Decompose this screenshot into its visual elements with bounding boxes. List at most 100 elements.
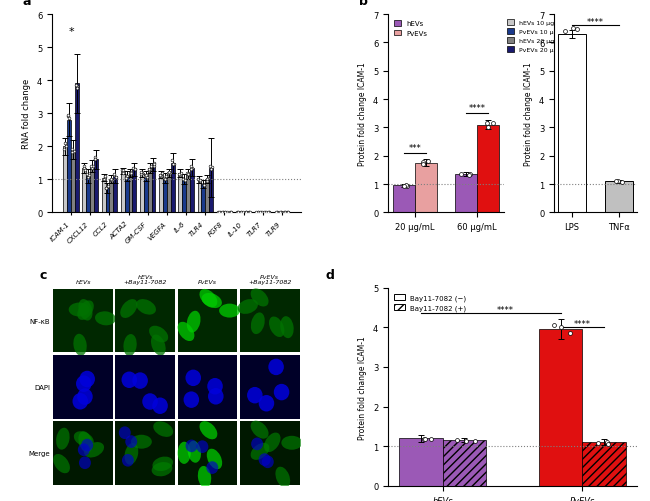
Point	[253, 208, 263, 216]
Bar	[178, 173, 182, 213]
Point	[121, 174, 131, 182]
Point	[186, 166, 196, 174]
Ellipse shape	[131, 435, 152, 449]
Bar	[240, 290, 300, 353]
Point	[463, 171, 474, 179]
Bar	[205, 180, 209, 213]
Bar	[167, 173, 171, 213]
Point	[400, 181, 411, 189]
Point	[236, 208, 246, 216]
Point	[484, 124, 494, 132]
Circle shape	[122, 372, 137, 388]
Point	[593, 439, 603, 447]
Point	[155, 172, 166, 180]
Point	[417, 158, 428, 166]
Circle shape	[183, 392, 199, 408]
Text: ***: ***	[409, 144, 422, 153]
Text: ****: ****	[497, 305, 514, 314]
Point	[257, 208, 267, 216]
Point	[423, 158, 434, 166]
Point	[233, 208, 243, 216]
Point	[79, 164, 89, 172]
Bar	[53, 290, 113, 353]
Bar	[53, 421, 113, 484]
Point	[130, 166, 140, 174]
Point	[144, 166, 154, 174]
Bar	[255, 212, 259, 213]
Y-axis label: Protein fold change ICAM-1: Protein fold change ICAM-1	[525, 62, 534, 166]
Circle shape	[79, 456, 91, 469]
Ellipse shape	[95, 312, 116, 326]
Point	[187, 164, 198, 172]
Point	[244, 208, 254, 216]
Point	[426, 435, 436, 443]
Bar	[148, 168, 151, 213]
Point	[207, 164, 217, 172]
Ellipse shape	[153, 421, 173, 437]
Point	[101, 185, 112, 193]
Bar	[209, 168, 213, 213]
Bar	[216, 212, 220, 213]
Circle shape	[207, 378, 223, 395]
Point	[276, 208, 286, 216]
Point	[198, 182, 209, 190]
Bar	[263, 212, 266, 213]
Point	[142, 173, 152, 181]
Point	[213, 208, 224, 216]
Point	[144, 166, 154, 174]
Ellipse shape	[280, 317, 294, 339]
Point	[193, 176, 203, 184]
Bar	[477, 125, 499, 213]
Circle shape	[73, 393, 88, 410]
Circle shape	[196, 440, 209, 453]
Point	[72, 85, 82, 93]
Ellipse shape	[120, 300, 137, 318]
Point	[67, 148, 77, 156]
Bar	[240, 355, 300, 419]
Ellipse shape	[200, 290, 217, 308]
Bar	[75, 84, 79, 213]
Text: *: *	[68, 27, 74, 37]
Bar	[86, 177, 90, 213]
Point	[488, 120, 498, 128]
Point	[222, 208, 232, 216]
Ellipse shape	[251, 443, 269, 460]
Circle shape	[125, 435, 137, 448]
Point	[461, 437, 471, 445]
Point	[241, 208, 252, 216]
Point	[60, 142, 71, 150]
Ellipse shape	[77, 301, 94, 320]
Circle shape	[208, 388, 224, 405]
Point	[167, 157, 177, 165]
Circle shape	[142, 393, 158, 410]
Point	[218, 208, 228, 216]
Ellipse shape	[136, 300, 156, 315]
Bar	[558, 35, 586, 213]
Bar	[116, 290, 176, 353]
Ellipse shape	[198, 466, 211, 488]
Bar	[228, 212, 232, 213]
Circle shape	[78, 443, 90, 456]
Bar	[159, 175, 163, 213]
Point	[174, 170, 185, 178]
Point	[195, 177, 205, 185]
Point	[226, 208, 236, 216]
Point	[140, 172, 151, 180]
Point	[399, 183, 410, 191]
Circle shape	[268, 359, 284, 375]
Ellipse shape	[149, 326, 168, 343]
Circle shape	[185, 370, 201, 386]
Point	[82, 171, 92, 179]
Point	[616, 178, 627, 186]
Point	[128, 165, 138, 173]
Point	[68, 148, 79, 156]
Point	[64, 115, 75, 123]
Point	[417, 161, 428, 169]
Point	[116, 166, 127, 174]
Legend: hEVs, PvEVs: hEVs, PvEVs	[391, 19, 430, 40]
Bar	[399, 438, 443, 486]
Bar	[83, 168, 86, 213]
Point	[226, 208, 236, 216]
Point	[202, 175, 212, 183]
Ellipse shape	[74, 431, 94, 447]
